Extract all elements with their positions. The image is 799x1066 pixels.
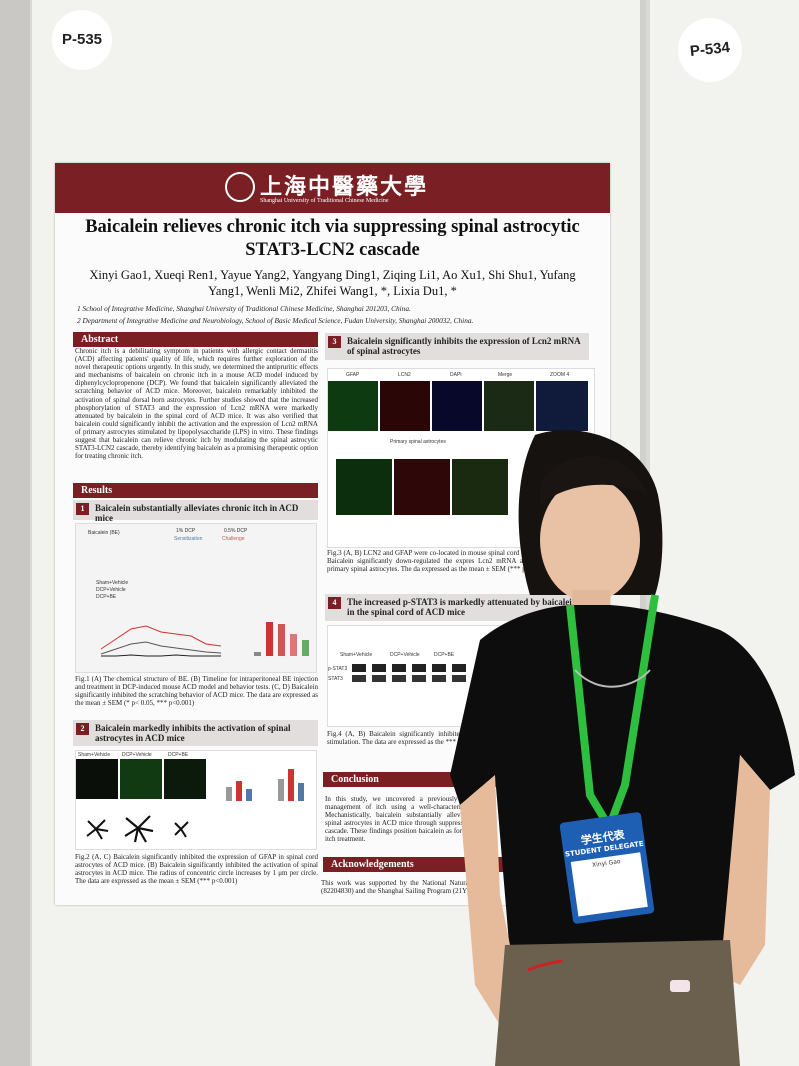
section-bar: Results: [73, 483, 318, 498]
section-heading: 2 Baicalein markedly inhibits the activat…: [73, 720, 318, 746]
section-heading: 3 Baicalein significantly inhibits the ex…: [325, 333, 589, 360]
figure-label: Sham+Vehicle: [340, 652, 373, 658]
section-number: 3: [328, 336, 341, 348]
figure-label: ZOOM 4: [550, 372, 570, 378]
micrograph: [380, 381, 430, 431]
section-title: Baicalein markedly inhibits the activati…: [95, 723, 291, 743]
blot: [352, 675, 472, 682]
micrograph: [328, 381, 378, 431]
figure-label: Baicalein (BE): [88, 530, 120, 536]
figure: Sham+Vehicle DCP+Vehicle DCP+BE: [75, 750, 317, 850]
figure-label: LCN2: [398, 372, 411, 378]
affiliation: 1 School of Integrative Medicine, Shangh…: [77, 304, 411, 313]
acknowledgements-text: This work was supported by the National …: [321, 879, 481, 896]
section-title: Baicalein substantially alleviates chron…: [95, 503, 299, 523]
university-en: Shanghai University of Traditional Chine…: [260, 198, 389, 204]
figure-plot: [100, 625, 222, 657]
board-label: P-535: [52, 10, 112, 70]
micrograph: [484, 381, 534, 431]
figure-label: Merge: [498, 372, 513, 378]
conclusion-text: In this study, we uncovered a previously…: [325, 795, 485, 844]
logo: [225, 172, 255, 202]
figure-label: DCP+BE: [434, 652, 455, 658]
university: 上海中醫藥大學: [260, 174, 429, 199]
figure-caption: Fig.2 (A, C) Baicalein significantly inh…: [75, 853, 318, 886]
section-heading: 1 Baicalein substantially alleviates chro…: [73, 500, 318, 523]
figure: Baicalein (BE) 1% DCP 0.5% DCP Sensitiza…: [75, 523, 317, 673]
figure-caption: Fig.3 (A, B) LCN2 and GFAP were co-locat…: [327, 549, 593, 574]
affiliation: 2 Department of Integrative Medicine and…: [77, 316, 474, 325]
figure-label: STAT3: [328, 676, 343, 682]
section-title: The increased p-STAT3 is markedly attenu…: [347, 597, 577, 617]
title: Baicalein relieves chronic itch via supp…: [85, 217, 580, 260]
figure-label: DCP+Vehicle: [96, 587, 126, 593]
figure-label: Sham+Vehicle: [78, 752, 111, 758]
micrograph: [452, 459, 508, 515]
figure-label: Challenge: [222, 536, 245, 542]
micrograph: [76, 759, 118, 799]
badge: 学生代表 STUDENT DELEGATE Xinyi Gao: [559, 811, 655, 925]
person: [450, 430, 795, 1066]
figure-label: DCP+Vehicle: [122, 752, 152, 758]
micrograph: [432, 381, 482, 431]
figure-plot: [254, 622, 309, 656]
section-bar: Abstract: [73, 332, 318, 347]
figure-label: Primary spinal astrocytes: [390, 439, 446, 445]
figure-label: 1% DCP: [176, 528, 196, 534]
micrograph: [536, 381, 588, 431]
micrograph: [336, 459, 392, 515]
micrograph: [164, 759, 206, 799]
figure-label: p-STAT3: [328, 666, 348, 672]
figure-label: 0.5% DCP: [224, 528, 248, 534]
section-title: Baicalein significantly inhibits the exp…: [347, 336, 581, 356]
figure-caption: Fig.1 (A) The chemical structure of BE. …: [75, 675, 318, 708]
wall: [0, 0, 30, 1066]
micrograph: [120, 759, 162, 799]
abstract-text: Chronic itch is a debilitating symptom i…: [75, 347, 318, 461]
figure-label: DCP+Vehicle: [390, 652, 420, 658]
astrocyte-sketches: [86, 815, 189, 843]
blot: [352, 664, 472, 672]
figure-label: GFAP: [346, 372, 360, 378]
authors: Xinyi Gao1, Xueqi Ren1, Yayue Yang2, Yan…: [89, 268, 576, 298]
poster-header: 上海中醫藥大學 Shanghai University of Tradition…: [55, 163, 610, 213]
figure-label: Sham+Vehicle: [96, 580, 129, 586]
badge-card: Xinyi Gao: [570, 852, 648, 917]
figure-label: DAPI: [450, 372, 462, 378]
micrograph: [394, 459, 450, 515]
figure-label: Sensitization: [174, 536, 203, 542]
section-number: 2: [76, 723, 89, 735]
figure-label: DCP+BE: [96, 594, 117, 600]
section-number: 1: [76, 503, 89, 515]
figure-plot: [226, 769, 304, 801]
section-number: 4: [328, 597, 341, 609]
badge-name: Xinyi Gao: [591, 858, 622, 870]
figure-label: DCP+BE: [168, 752, 189, 758]
